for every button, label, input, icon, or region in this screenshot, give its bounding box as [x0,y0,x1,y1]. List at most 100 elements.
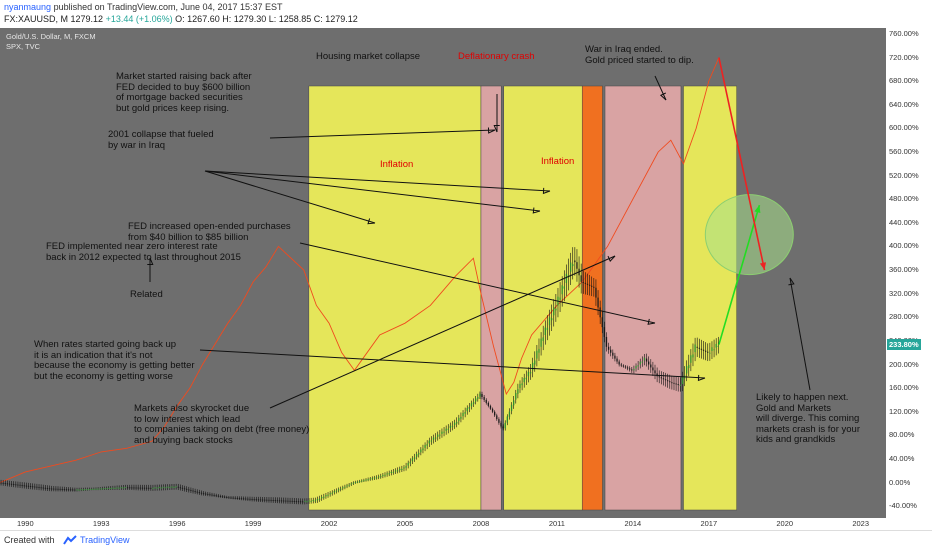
gold-candle-body [479,393,481,397]
gold-candle-body [21,485,23,487]
gold-candle-body [502,426,504,429]
gold-candle [536,344,538,367]
gold-candle-body [430,440,433,442]
gold-candle [439,430,441,440]
gold-candle [259,496,262,502]
gold-candle-body [624,366,627,368]
gold-candle [135,484,137,491]
gold-candle [386,471,388,477]
gold-candle-body [280,500,283,502]
gold-candle-body [219,495,222,497]
gold-candle-body [112,487,114,489]
annotation-arrow-head-10 [788,277,795,286]
gold-candle [491,407,494,414]
gold-candle [36,483,38,490]
gold-candle [158,484,160,491]
gold-candle [525,370,527,386]
gold-candle-body [639,361,641,365]
gold-candle [192,488,194,494]
gold-candle [437,431,439,441]
gold-candle [487,401,490,408]
gold-candle-body [314,500,317,502]
gold-candle [266,497,268,503]
gold-candle [95,487,97,491]
gold-candle-body [702,349,705,351]
gold-candle-body [276,500,279,502]
gold-candle [626,365,629,371]
gold-candle-body [447,428,449,430]
gold-candle-body [217,495,219,497]
gold-candle [167,484,169,491]
gold-candle [122,485,125,490]
gold-candle-body [329,493,331,495]
gold-candle-body [715,343,717,348]
gold-candle-body [483,396,485,400]
gold-candle-body [472,401,475,404]
gold-candle-body [183,488,186,490]
gold-candle-body [251,498,253,500]
gold-candle [327,492,329,498]
gold-candle [529,363,532,380]
gold-candle-body [40,487,42,489]
price-axis[interactable]: 760.00% 720.00% 680.00% 640.00% 600.00% 560.0… [886,28,932,518]
chart-svg [0,57,811,511]
gold-candle [629,366,631,372]
gold-candle [453,419,456,429]
gold-candle-body [629,368,631,370]
gold-candle-body [504,422,506,429]
gold-candle [224,495,226,499]
gold-candle [510,402,513,415]
gold-candle-body [536,350,538,359]
current-value-badge: 233.80% [887,338,921,350]
gold-candle [232,496,234,500]
gold-candle [74,487,76,492]
author-name[interactable]: nyanmaung [4,2,52,12]
gold-candle-body [373,477,376,479]
gold-candle [485,398,487,405]
symbol-name: FX:XAUUSD, M [4,14,69,24]
time-axis[interactable]: 1990 1993 1996 1999 2002 2005 2008 2011 2014 2017… [0,518,886,530]
inflation-label-1: Inflation [380,159,414,170]
gold-candle [378,474,380,480]
gold-candle-body [420,449,422,453]
gold-candle-body [584,282,587,284]
gold-candle-body [86,489,89,491]
gold-candle-body [82,489,84,491]
gold-candle-body [616,358,618,362]
gold-candle [506,414,508,426]
chart-plot-area[interactable] [0,28,886,518]
gold-candle [456,417,458,428]
gold-candle-body [586,283,589,285]
y-tick-label: 640.00% [889,99,919,109]
gold-candle-body [278,500,281,502]
gold-candle-body [595,287,597,298]
gold-candle [82,487,84,491]
gold-candle [696,337,698,357]
gold-candle [409,458,411,467]
gold-candle [576,249,578,282]
gold-candle-body [283,500,285,502]
gold-candle [110,486,112,490]
gold-candle [445,425,447,435]
chart-legend: Gold/U.S. Dollar, M, FXCM SPX, TVC [6,32,96,52]
gold-candle-body [548,317,551,326]
tradingview-brand[interactable]: TradingView [80,535,130,545]
gold-candle [449,422,452,432]
gold-candle-body [669,381,671,383]
projection-spx_down [718,57,766,271]
gold-candle [304,498,306,505]
gold-candle-body [690,355,692,363]
gold-candle-body [257,499,260,501]
gold-candle-body [331,492,333,494]
gold-candle [472,398,475,407]
gold-candle-body [517,389,519,394]
gold-candle-body [563,286,565,289]
gold-candle [219,494,222,498]
gold-candle [78,487,80,492]
gold-candle [354,480,357,484]
gold-candle-body [234,497,236,499]
gold-candle-body [264,499,266,501]
gold-candle [23,482,25,489]
gold-candle-body [378,476,380,478]
gold-candle-body [226,496,228,498]
